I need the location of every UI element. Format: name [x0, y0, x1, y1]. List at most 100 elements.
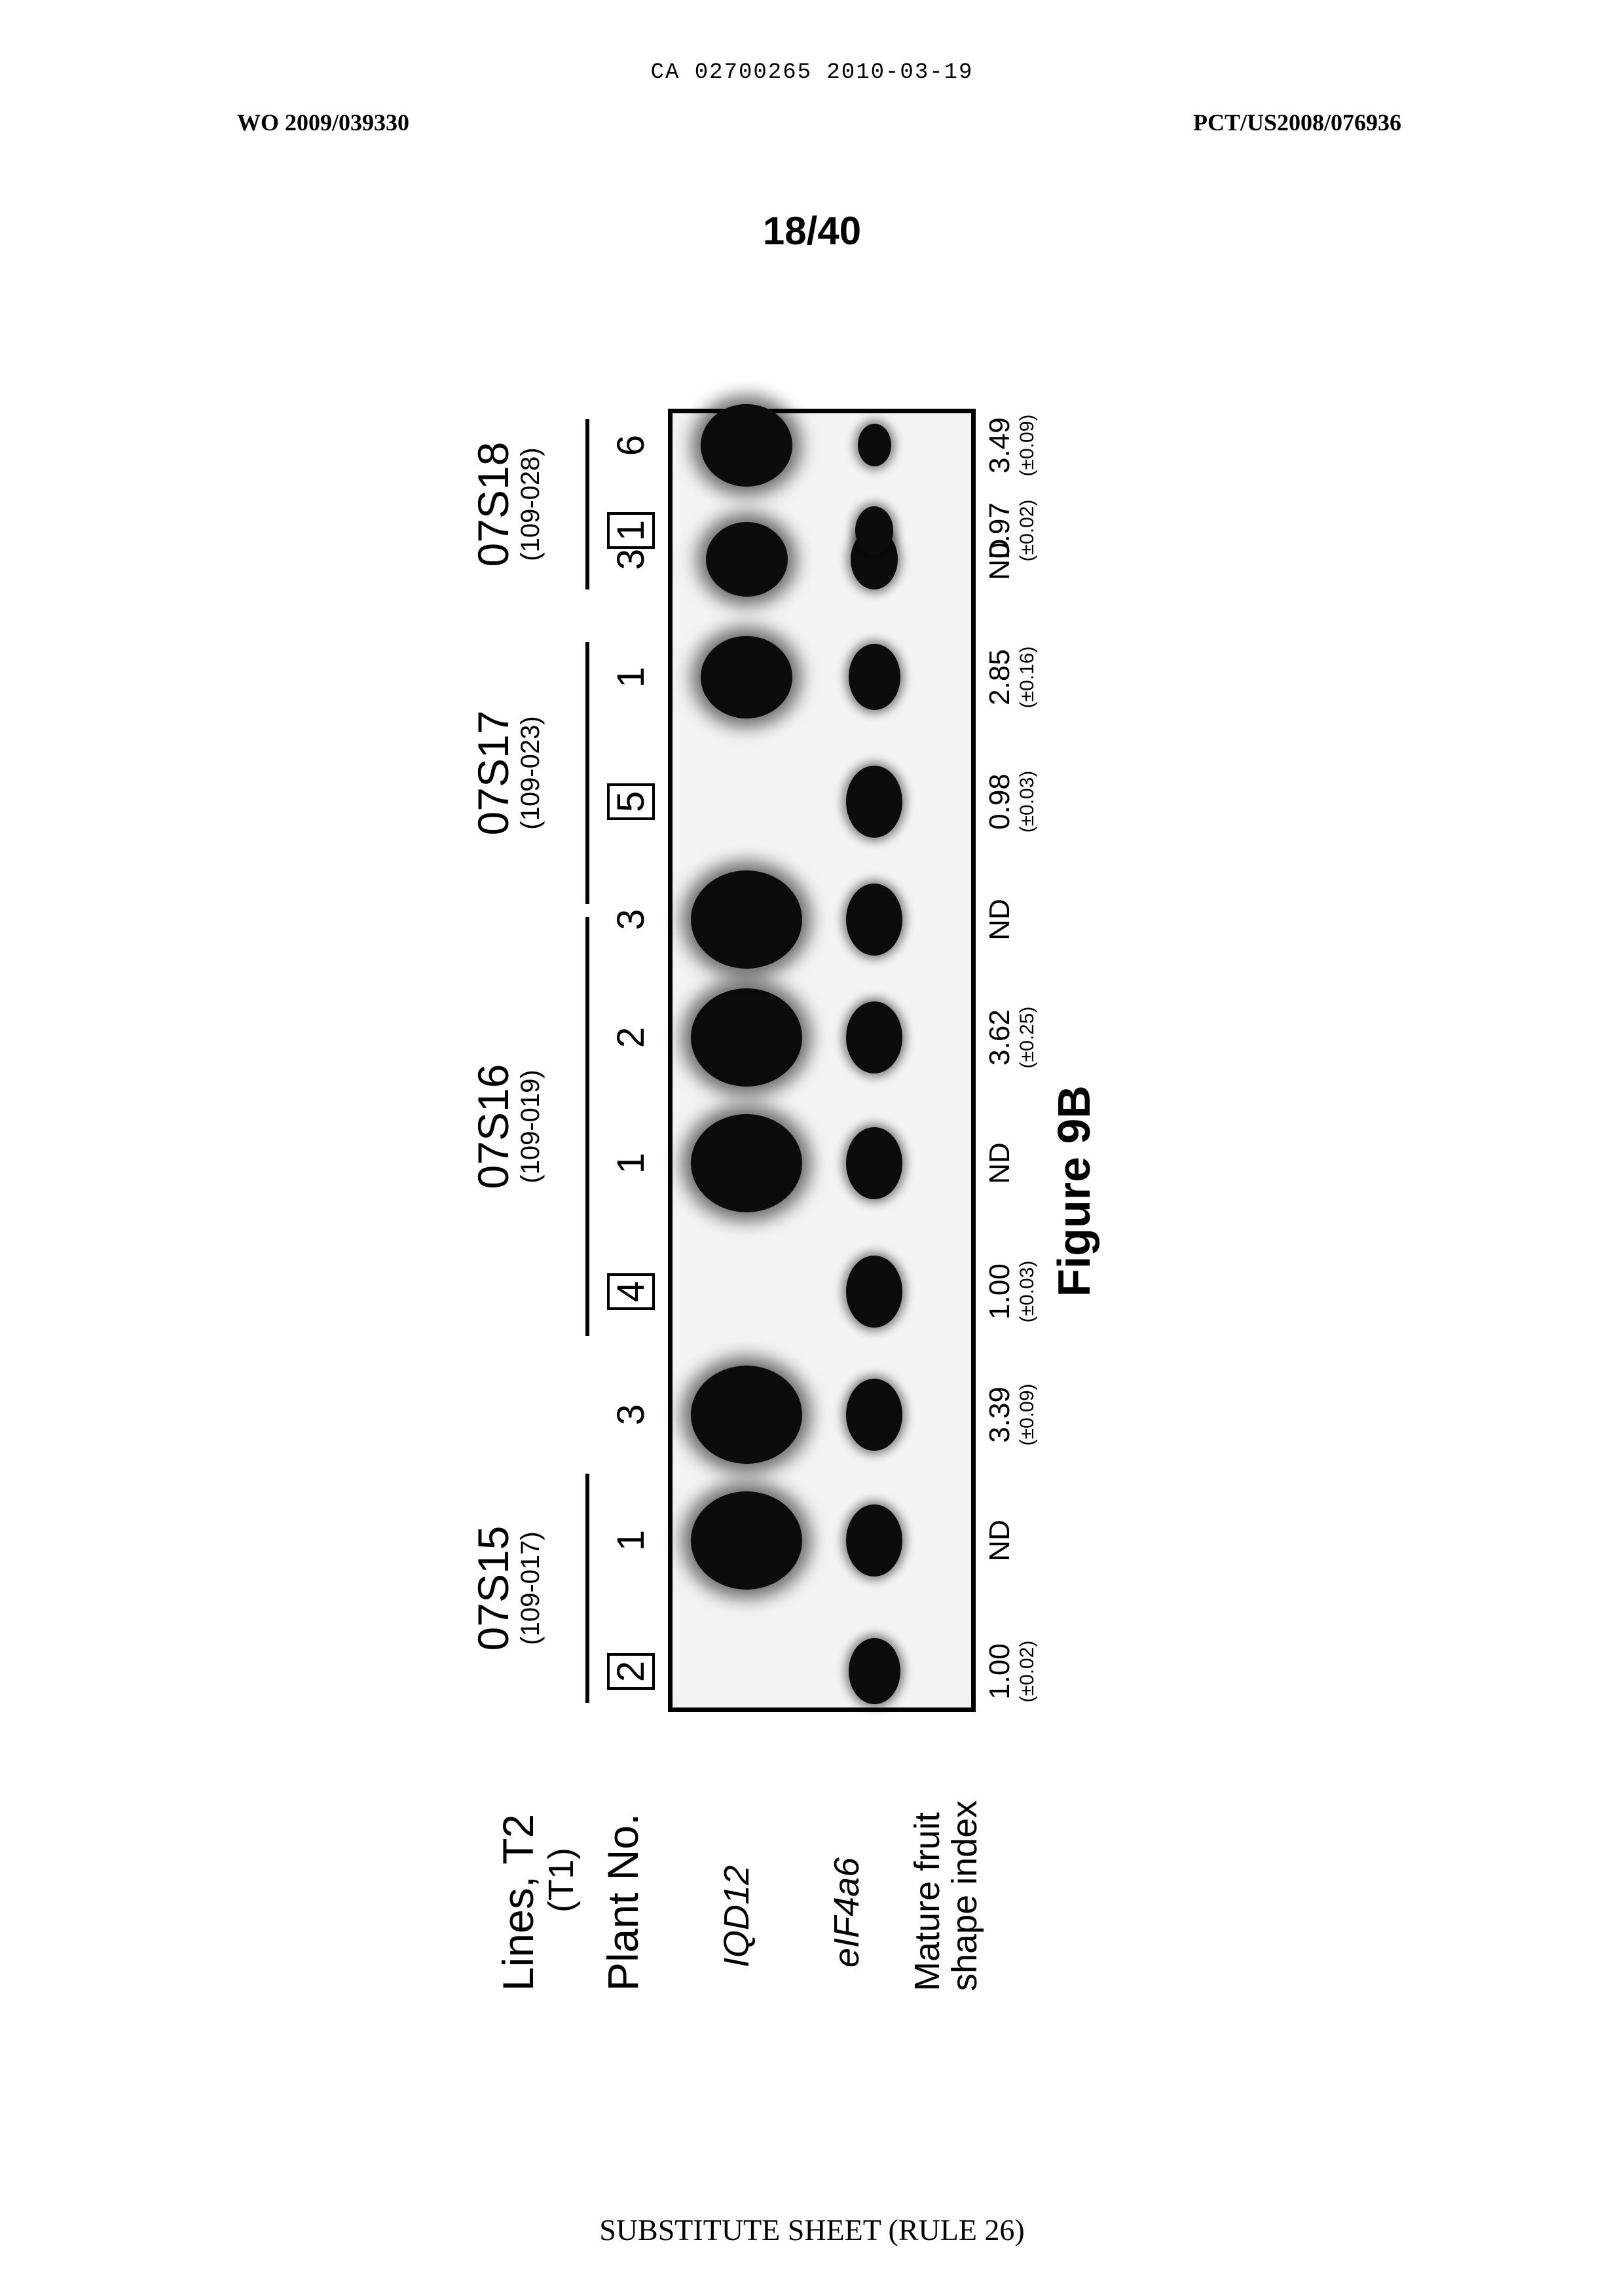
- fruit-shape-index-sd: (±0.09): [1016, 1375, 1039, 1454]
- line-name: 07S18: [471, 419, 515, 589]
- plant-number: 1: [609, 1140, 653, 1186]
- plant-number: 2: [609, 1649, 653, 1694]
- sheet-number: 18/40: [0, 208, 1624, 253]
- fruit-shape-index-value: 0.98: [984, 762, 1016, 841]
- plant-number: 5: [609, 779, 653, 825]
- fruit-shape-index: 3.62(±0.25): [984, 998, 1039, 1077]
- plant-number-text: 5: [607, 783, 655, 820]
- eif4a6-band: [846, 1504, 902, 1577]
- line-parent-id: (109-023): [515, 642, 546, 904]
- fruit-shape-index-sd: (±0.02): [1016, 1632, 1039, 1711]
- eif4a6-band: [846, 1379, 902, 1451]
- line-name: 07S15: [471, 1474, 515, 1703]
- fruit-shape-index: 3.49(±0.09): [984, 406, 1039, 485]
- line-name: 07S17: [471, 642, 515, 904]
- line-group-header: 07S18 (109-028): [471, 419, 546, 589]
- plant-number-text: 6: [610, 435, 652, 456]
- fruit-shape-index-sd: (±0.16): [1016, 638, 1039, 717]
- line-parent-id: (109-019): [515, 917, 546, 1336]
- fruit-shape-index-sd: (±0.02): [1016, 491, 1039, 570]
- wo-publication-number: WO 2009/039330: [237, 109, 409, 136]
- line-group-header: 07S15 (109-017): [471, 1474, 546, 1703]
- fruit-shape-index-sd: (±0.25): [1016, 998, 1039, 1077]
- fruit-shape-index-value: ND: [984, 1501, 1016, 1580]
- fruit-shape-index: 2.85(±0.16): [984, 638, 1039, 717]
- fruit-shape-index-sd: (±0.03): [1016, 1252, 1039, 1331]
- iqd12-band: [691, 988, 802, 1087]
- row-label-iqd12: IQD12: [719, 1865, 754, 1968]
- fruit-shape-index: ND: [984, 1501, 1016, 1580]
- fruit-shape-index-value: 0.97: [984, 491, 1016, 570]
- iqd12-band: [706, 522, 788, 597]
- pct-application-number: PCT/US2008/076936: [1193, 109, 1401, 136]
- eif4a6-band: [846, 766, 902, 838]
- plant-number-text: 3: [610, 909, 652, 930]
- group-rule: [585, 1474, 589, 1703]
- fruit-shape-index-sd: (±0.03): [1016, 762, 1039, 841]
- plant-number: 4: [609, 1269, 653, 1315]
- eif4a6-band: [849, 644, 900, 711]
- fruit-shape-index: 0.98(±0.03): [984, 762, 1039, 841]
- eif4a6-band: [849, 1639, 900, 1705]
- fruit-shape-index-value: 3.39: [984, 1375, 1016, 1454]
- plant-number-text: 1: [607, 512, 655, 549]
- plant-number: 2: [609, 1015, 653, 1060]
- plant-number-text: 3: [610, 1404, 652, 1425]
- fruit-shape-index-sd: (±0.09): [1016, 406, 1039, 485]
- plant-number-text: 1: [610, 1530, 652, 1551]
- line-parent-id: (109-028): [515, 419, 546, 589]
- figure-9b: Lines, T2 (T1) Plant No. IQD12 eIF4a6 Ma…: [471, 354, 1100, 1991]
- plant-number: 1: [609, 508, 653, 553]
- group-rule: [585, 642, 589, 904]
- row-label-fruit-index-1: Mature fruit: [909, 1812, 946, 1991]
- group-rule: [585, 917, 589, 1336]
- eif4a6-band: [846, 1256, 902, 1328]
- plant-number-text: 2: [607, 1653, 655, 1690]
- line-parent-id: (109-017): [515, 1474, 546, 1703]
- row-label-t1: (T1): [544, 1848, 579, 1912]
- eif4a6-band: [846, 884, 902, 956]
- plant-number-text: 1: [610, 667, 652, 688]
- ca-document-header: CA 02700265 2010-03-19: [0, 60, 1624, 85]
- eif4a6-band: [846, 1127, 902, 1199]
- line-name: 07S16: [471, 917, 515, 1336]
- plant-number: 6: [609, 422, 653, 468]
- row-label-plant-no: Plant No.: [601, 1814, 644, 1991]
- plant-number: 3: [609, 897, 653, 942]
- row-label-fruit-index-2: shape index: [946, 1801, 984, 1991]
- plant-number: 3: [609, 1392, 653, 1438]
- row-label-lines: Lines, T2: [496, 1814, 540, 1991]
- iqd12-band: [691, 1366, 802, 1464]
- fruit-shape-index-value: 1.00: [984, 1632, 1016, 1711]
- fruit-shape-index-value: 3.62: [984, 998, 1016, 1077]
- fruit-shape-index: 3.39(±0.09): [984, 1375, 1039, 1454]
- fruit-shape-index: 1.00(±0.02): [984, 1632, 1039, 1711]
- eif4a6-band: [846, 1001, 902, 1073]
- fruit-shape-index: 0.97(±0.02): [984, 491, 1039, 570]
- iqd12-band: [691, 1491, 802, 1590]
- plant-number-text: 4: [607, 1273, 655, 1310]
- iqd12-band: [701, 404, 792, 487]
- plant-number: 1: [609, 1518, 653, 1563]
- fruit-shape-index: 1.00(±0.03): [984, 1252, 1039, 1331]
- fruit-shape-index: ND: [984, 880, 1016, 959]
- iqd12-band: [701, 636, 792, 718]
- iqd12-band: [691, 870, 802, 969]
- fruit-shape-index-value: 2.85: [984, 638, 1016, 717]
- plant-number-text: 2: [610, 1027, 652, 1048]
- iqd12-band: [691, 1114, 802, 1212]
- line-group-header: 07S17 (109-023): [471, 642, 546, 904]
- plant-number-text: 1: [610, 1153, 652, 1174]
- plant-number: 1: [609, 654, 653, 700]
- fruit-shape-index: ND: [984, 1124, 1016, 1203]
- fruit-shape-index-value: ND: [984, 1124, 1016, 1203]
- line-group-header: 07S16 (109-019): [471, 917, 546, 1336]
- figure-caption: Figure 9B: [1048, 1085, 1100, 1297]
- fruit-shape-index-value: 1.00: [984, 1252, 1016, 1331]
- row-label-eif4a6: eIF4a6: [829, 1857, 864, 1968]
- fruit-shape-index-value: ND: [984, 880, 1016, 959]
- eif4a6-band: [855, 506, 893, 555]
- fruit-shape-index-value: 3.49: [984, 406, 1016, 485]
- eif4a6-band: [858, 424, 891, 467]
- substitute-sheet-footer: SUBSTITUTE SHEET (RULE 26): [0, 2212, 1624, 2247]
